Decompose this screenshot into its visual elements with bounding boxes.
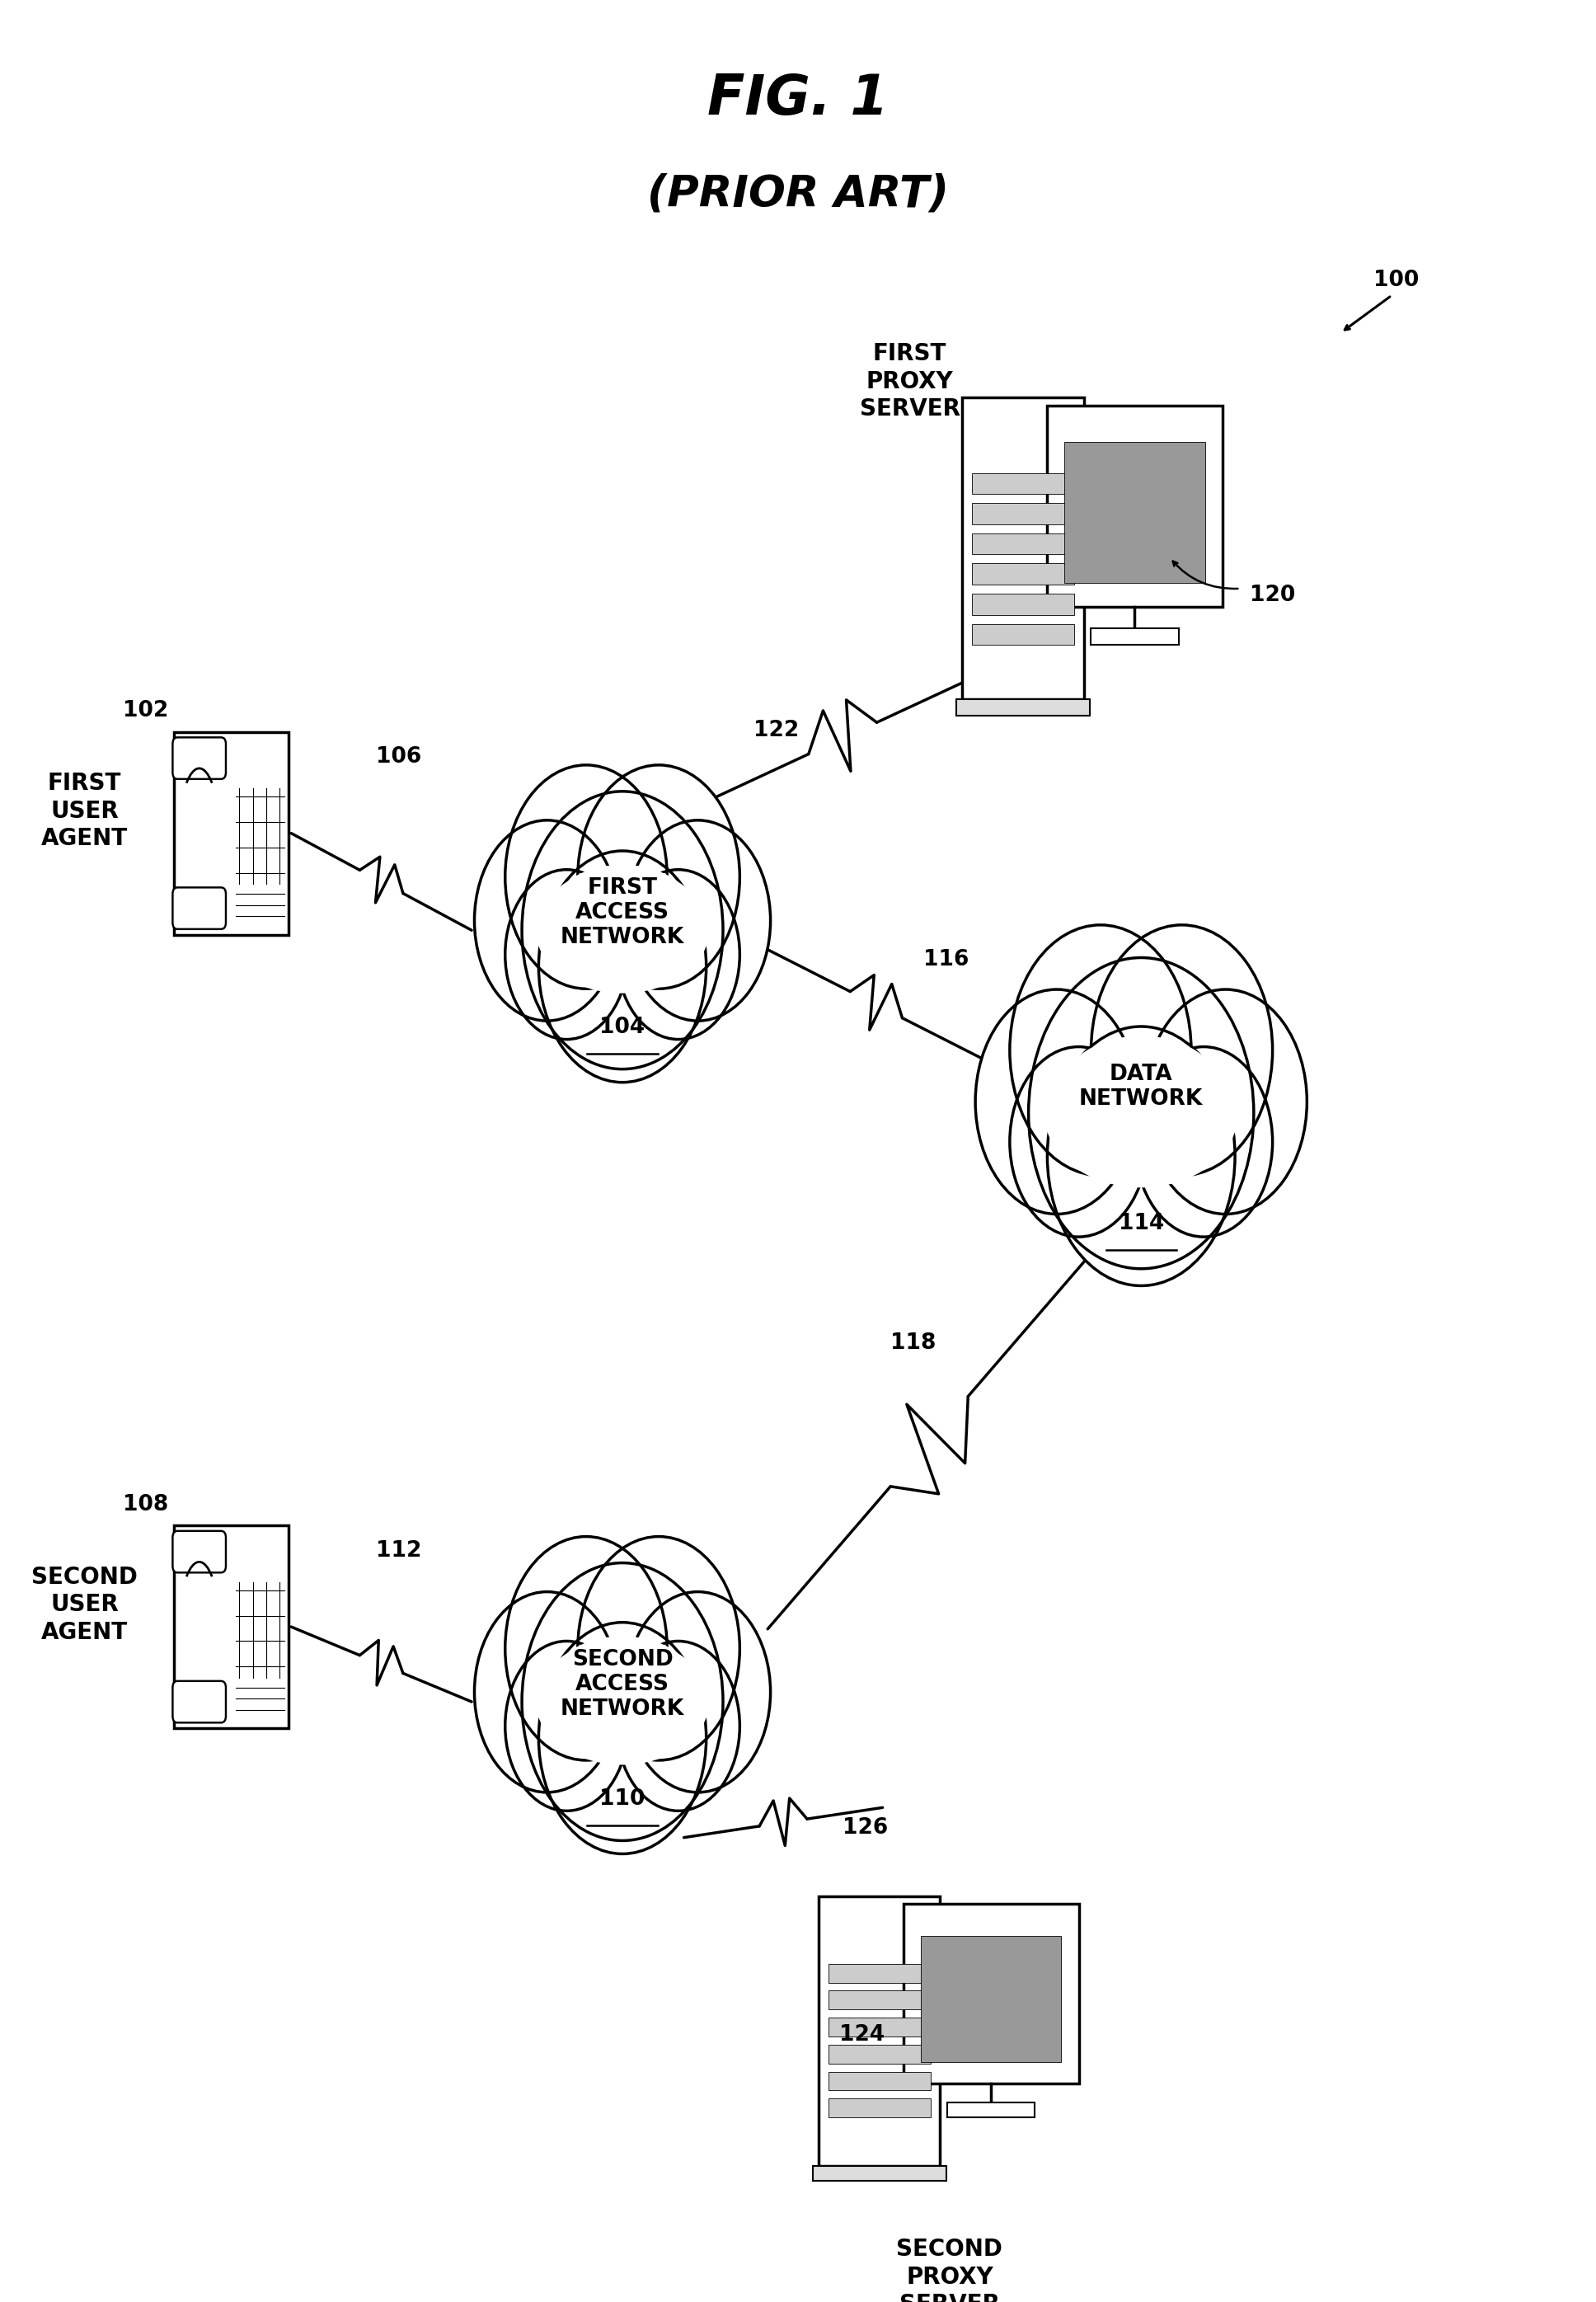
Circle shape xyxy=(616,870,741,1038)
Circle shape xyxy=(474,1591,619,1793)
Bar xyxy=(819,1897,940,2166)
Text: (PRIOR ART): (PRIOR ART) xyxy=(646,173,950,216)
Text: FIG. 1: FIG. 1 xyxy=(707,71,889,127)
Ellipse shape xyxy=(536,1639,709,1766)
Circle shape xyxy=(474,820,619,1020)
Ellipse shape xyxy=(552,866,693,953)
Ellipse shape xyxy=(1044,1038,1238,1188)
Text: 122: 122 xyxy=(753,721,800,741)
Bar xyxy=(972,504,1074,525)
Text: SECOND
USER
AGENT: SECOND USER AGENT xyxy=(32,1565,137,1644)
Bar xyxy=(1092,628,1179,645)
Circle shape xyxy=(975,990,1138,1213)
Bar xyxy=(972,624,1074,645)
Circle shape xyxy=(1144,990,1307,1213)
Bar xyxy=(828,2099,930,2118)
Text: 106: 106 xyxy=(377,746,421,767)
Circle shape xyxy=(506,1641,629,1812)
Circle shape xyxy=(1047,1027,1235,1287)
Text: 120: 120 xyxy=(1250,585,1296,605)
Text: FIRST
PROXY
SERVER: FIRST PROXY SERVER xyxy=(859,343,961,421)
Bar xyxy=(1047,405,1223,608)
Circle shape xyxy=(616,1641,741,1812)
Circle shape xyxy=(1092,925,1272,1176)
Ellipse shape xyxy=(552,1637,693,1724)
Circle shape xyxy=(578,764,741,990)
Circle shape xyxy=(506,870,629,1038)
Text: 104: 104 xyxy=(600,1017,645,1038)
Text: SECOND
PROXY
SERVER: SECOND PROXY SERVER xyxy=(897,2238,1002,2302)
Circle shape xyxy=(522,1563,723,1842)
Circle shape xyxy=(522,792,723,1068)
Circle shape xyxy=(539,852,707,1082)
Text: 110: 110 xyxy=(600,1789,645,1809)
Ellipse shape xyxy=(536,868,709,992)
Bar xyxy=(972,534,1074,555)
FancyBboxPatch shape xyxy=(172,889,227,930)
Circle shape xyxy=(1028,958,1254,1268)
Text: SECOND
ACCESS
NETWORK: SECOND ACCESS NETWORK xyxy=(560,1648,685,1720)
Bar xyxy=(972,472,1074,495)
Bar xyxy=(972,594,1074,615)
Bar xyxy=(828,1991,930,2010)
Bar xyxy=(174,1526,289,1729)
Circle shape xyxy=(539,1623,707,1853)
FancyBboxPatch shape xyxy=(172,737,227,778)
Text: 116: 116 xyxy=(924,948,969,971)
Bar xyxy=(174,732,289,935)
Circle shape xyxy=(1135,1047,1272,1236)
FancyBboxPatch shape xyxy=(172,1531,227,1572)
Bar xyxy=(972,564,1074,585)
Circle shape xyxy=(506,1535,667,1761)
Bar xyxy=(828,2017,930,2037)
Bar xyxy=(828,2072,930,2090)
Circle shape xyxy=(578,1535,741,1761)
Bar xyxy=(956,700,1090,716)
Circle shape xyxy=(626,1591,771,1793)
Bar xyxy=(921,1936,1061,2063)
Text: 118: 118 xyxy=(891,1333,935,1354)
Text: FIRST
ACCESS
NETWORK: FIRST ACCESS NETWORK xyxy=(560,877,685,948)
Text: 102: 102 xyxy=(123,700,168,723)
Text: 124: 124 xyxy=(839,2023,884,2044)
Text: 100: 100 xyxy=(1374,269,1419,290)
Circle shape xyxy=(1010,1047,1148,1236)
Bar xyxy=(828,2044,930,2063)
Bar xyxy=(812,2166,946,2180)
Circle shape xyxy=(1010,925,1191,1176)
Text: 114: 114 xyxy=(1119,1213,1163,1234)
Bar xyxy=(903,1904,1079,2083)
Bar xyxy=(962,398,1084,700)
Bar xyxy=(828,1964,930,1982)
FancyBboxPatch shape xyxy=(172,1680,227,1722)
Ellipse shape xyxy=(1063,1036,1219,1139)
Circle shape xyxy=(626,820,771,1020)
Text: 112: 112 xyxy=(377,1540,421,1561)
Text: DATA
NETWORK: DATA NETWORK xyxy=(1079,1064,1203,1110)
Text: FIRST
USER
AGENT: FIRST USER AGENT xyxy=(41,771,128,849)
Bar xyxy=(1065,442,1205,582)
Text: 126: 126 xyxy=(843,1819,889,1839)
Circle shape xyxy=(506,764,667,990)
Text: 108: 108 xyxy=(123,1494,168,1515)
Bar xyxy=(948,2102,1036,2118)
